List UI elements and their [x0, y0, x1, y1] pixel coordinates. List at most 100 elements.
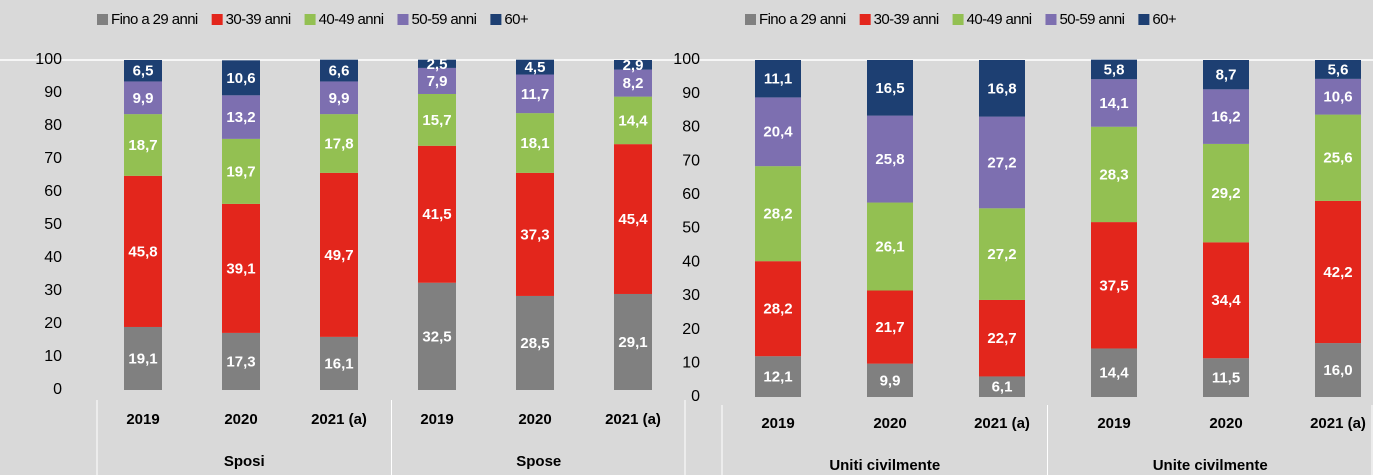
bar-segment — [320, 81, 358, 115]
data-label: 39,1 — [226, 260, 255, 277]
bar-segment — [124, 175, 162, 327]
data-label: 7,9 — [427, 73, 448, 90]
y-tick-label: 10 — [44, 348, 62, 365]
bar-segment — [222, 203, 260, 333]
data-label: 8,2 — [623, 75, 644, 92]
data-label: 18,7 — [128, 137, 157, 154]
bar-segment — [755, 97, 801, 167]
bar-segment — [320, 336, 358, 390]
data-label: 19,7 — [226, 163, 255, 180]
bar-segment — [516, 59, 554, 75]
legend-swatch — [1045, 14, 1057, 25]
data-label: 9,9 — [133, 90, 154, 107]
data-label: 41,5 — [422, 206, 451, 223]
legend-swatch — [304, 14, 316, 25]
group-label: Unite civilmente — [1153, 457, 1268, 474]
data-label: 34,4 — [1211, 292, 1241, 309]
bar-segment — [1203, 358, 1249, 397]
bar-segment — [1203, 143, 1249, 243]
bar-segment — [979, 116, 1025, 209]
bar-segment — [1315, 343, 1361, 397]
legend-label: 30-39 anni — [226, 11, 291, 28]
bar-segment — [124, 60, 162, 82]
legend-swatch — [397, 14, 409, 25]
group-label: Uniti civilmente — [829, 457, 940, 474]
bar-segment — [516, 295, 554, 390]
data-label: 37,3 — [520, 226, 549, 243]
legend-label: Fino a 29 anni — [111, 11, 198, 28]
bar-segment — [755, 356, 801, 397]
group-label: Spose — [516, 453, 561, 470]
y-tick-label: 70 — [44, 150, 62, 167]
legend-swatch — [490, 14, 502, 25]
y-tick-label: 60 — [682, 186, 700, 203]
data-label: 6,1 — [992, 379, 1013, 396]
data-label: 10,6 — [1323, 89, 1352, 106]
bar-segment — [867, 363, 913, 397]
bar-segment — [418, 93, 456, 146]
bar-segment — [1203, 242, 1249, 359]
data-label: 27,2 — [987, 246, 1016, 263]
bar-segment — [979, 299, 1025, 377]
y-tick-label: 20 — [44, 315, 62, 332]
data-label: 49,7 — [324, 247, 353, 264]
x-tick-label: 2021 (a) — [311, 411, 367, 428]
bar-segment — [1315, 60, 1361, 79]
bar-segment — [755, 60, 801, 98]
bar-segment — [867, 202, 913, 291]
bar-segment — [124, 81, 162, 115]
bar-segment — [1091, 222, 1137, 349]
x-tick-label: 2021 (a) — [1310, 415, 1366, 432]
data-label: 12,1 — [763, 369, 792, 386]
bar-segment — [867, 60, 913, 116]
bar-segment — [1203, 60, 1249, 90]
data-label: 9,9 — [329, 90, 350, 107]
data-label: 28,2 — [763, 301, 792, 318]
data-label: 28,2 — [763, 206, 792, 223]
bar-segment — [979, 60, 1025, 117]
bar-segment — [222, 60, 260, 96]
data-label: 4,5 — [525, 59, 546, 76]
data-label: 29,1 — [618, 334, 647, 351]
bar-segment — [222, 138, 260, 204]
data-label: 42,2 — [1323, 264, 1352, 281]
data-label: 22,7 — [987, 330, 1016, 347]
data-label: 6,6 — [329, 63, 350, 80]
bar-segment — [755, 166, 801, 262]
y-tick-label: 50 — [682, 220, 700, 237]
y-tick-label: 90 — [682, 85, 700, 102]
bar-segment — [614, 96, 652, 145]
data-label: 16,1 — [324, 355, 353, 372]
data-label: 5,8 — [1104, 61, 1125, 78]
legend-swatch — [211, 14, 223, 25]
bar-segment — [124, 114, 162, 176]
y-tick-label: 80 — [44, 117, 62, 134]
x-tick-label: 2020 — [1209, 415, 1242, 432]
y-tick-label: 0 — [691, 388, 700, 405]
data-label: 15,7 — [422, 112, 451, 129]
bar-segment — [1091, 59, 1137, 80]
data-label: 9,9 — [880, 372, 901, 389]
bar-segment — [1091, 79, 1137, 127]
y-tick-label: 50 — [44, 216, 62, 233]
data-label: 25,6 — [1323, 150, 1352, 167]
data-label: 11,7 — [521, 86, 549, 103]
data-label: 17,8 — [324, 135, 353, 152]
data-label: 27,2 — [987, 154, 1016, 171]
data-label: 32,5 — [422, 328, 451, 345]
data-label: 14,4 — [618, 112, 648, 129]
legend-swatch — [1138, 14, 1150, 25]
bar-segment — [1203, 89, 1249, 144]
data-label: 45,8 — [128, 243, 157, 260]
bar-segment — [418, 59, 456, 68]
legend-swatch — [952, 14, 964, 25]
y-tick-label: 0 — [53, 381, 62, 398]
legend-label: 50-59 anni — [411, 11, 476, 28]
data-label: 28,3 — [1099, 166, 1128, 183]
bar-segment — [1091, 126, 1137, 223]
legend-label: 60+ — [1152, 11, 1176, 28]
legend-label: 30-39 anni — [874, 11, 939, 28]
data-label: 19,1 — [128, 350, 157, 367]
data-label: 2,9 — [623, 57, 644, 74]
